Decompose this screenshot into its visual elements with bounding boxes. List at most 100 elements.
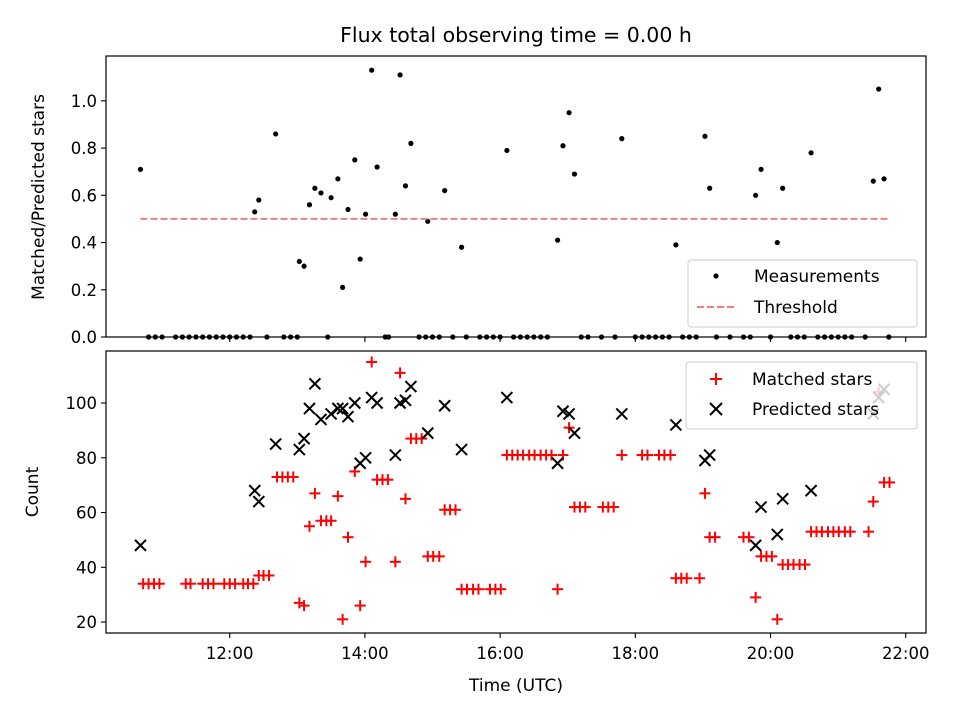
top-panel-ticks: 0.0 0.2 0.4 0.6 0.8 1.0 (71, 92, 907, 347)
matched-stars-point (766, 550, 778, 562)
predicted-stars-point (404, 380, 418, 393)
predicted-stars-point (370, 396, 384, 410)
measurements-point (252, 209, 258, 215)
matched-stars-point (694, 572, 706, 584)
predicted-stars-point (248, 484, 261, 497)
measurements-point (566, 110, 572, 116)
matched-stars-point (552, 583, 564, 595)
measurements-point (554, 237, 561, 243)
measurements-point (753, 192, 759, 198)
legend-matched-marker (710, 373, 722, 385)
measurements-point (504, 147, 510, 154)
measurements-point (273, 131, 279, 137)
predicted-stars-point (669, 418, 683, 432)
x-tick-label: 20:00 (747, 644, 795, 663)
matched-stars-point (709, 531, 721, 543)
predicted-stars-point (776, 492, 789, 506)
matched-stars-point (298, 600, 310, 612)
predicted-stars-point (500, 391, 514, 404)
matched-stars-point (641, 449, 653, 461)
predicted-stars-point (269, 437, 282, 451)
matched-stars-point (449, 504, 461, 516)
predicted-stars-point (134, 539, 147, 552)
matched-stars-point (771, 613, 783, 625)
matched-stars-point (394, 367, 406, 379)
legend-threshold-label: Threshold (753, 298, 838, 318)
measurements-point (774, 239, 780, 246)
predicted-stars-point (341, 410, 355, 423)
bottom-y-tick-label: 40 (76, 558, 97, 577)
top-legend: Measurements Threshold (687, 259, 918, 328)
measurements-point (318, 190, 324, 196)
legend-measurements-marker (713, 273, 719, 279)
top-y-tick-label: 0.0 (71, 328, 97, 347)
matched-stars-point (342, 531, 354, 543)
measurements-point (702, 133, 708, 139)
predicted-stars-point (359, 451, 372, 464)
matched-stars-point (354, 600, 366, 612)
predicted-stars-point (438, 399, 451, 412)
predicted-stars-point (421, 426, 434, 440)
measurements-point (458, 244, 465, 250)
predicted-stars-point (568, 426, 581, 440)
matched-stars-point (664, 449, 676, 461)
measurements-point (402, 183, 409, 189)
measurements-point (352, 157, 358, 163)
matched-stars-point (472, 583, 484, 595)
matched-stars-point (844, 526, 856, 538)
predicted-stars-point (314, 413, 328, 426)
matched-stars-point (399, 493, 411, 505)
bottom-legend: Matched stars Predicted stars (685, 361, 918, 430)
matched-stars-point (883, 476, 895, 488)
x-tick-label: 22:00 (882, 644, 930, 663)
predicted-stars-point (303, 402, 316, 415)
matched-stars-point (366, 356, 378, 368)
matched-stars-point (495, 583, 507, 595)
bottom-y-axis-title: Count (23, 466, 43, 517)
matched-stars-point (207, 578, 219, 590)
matched-stars-point (799, 559, 811, 571)
matched-stars-point (608, 501, 620, 513)
measurements-point (560, 143, 566, 149)
top-y-axis-title: Matched/Predicted stars (29, 94, 49, 300)
measurements-point (758, 166, 764, 172)
matched-stars-point (382, 474, 394, 486)
legend-matched-label: Matched stars (752, 370, 872, 390)
matched-stars-point (416, 433, 428, 445)
bottom-panel-frame (105, 350, 927, 634)
measurements-point (335, 176, 341, 182)
matched-stars-point (303, 520, 315, 532)
predicted-stars-point (562, 407, 576, 421)
legend-measurements-label: Measurements (754, 267, 880, 287)
measurements-point (619, 136, 625, 142)
top-panel-frame (105, 55, 927, 338)
top-y-tick-label: 0.4 (71, 234, 97, 253)
measurements-point (397, 72, 403, 78)
matched-stars-point (750, 591, 762, 603)
measurements-point (425, 218, 431, 224)
measurements-point (881, 176, 887, 182)
top-y-tick-label: 1.0 (71, 92, 97, 111)
measurements-point (808, 150, 814, 156)
matched-stars-point (681, 572, 693, 584)
measurements-point (312, 185, 318, 191)
measurements-point (296, 258, 302, 265)
predicted-stars-point (308, 377, 322, 391)
bottom-y-tick-label: 80 (76, 449, 97, 468)
matched-stars-point (545, 449, 557, 461)
top-y-tick-label: 0.2 (71, 281, 97, 300)
measurements-point (707, 185, 713, 191)
predicted-stars-point (804, 484, 818, 497)
matched-stars-point (153, 578, 165, 590)
matched-stars-point (325, 515, 337, 527)
measurements-point (392, 211, 398, 217)
predicted-stars-point (336, 402, 349, 415)
measurements-point (408, 140, 414, 146)
matched-stars-point (743, 531, 755, 543)
predicted-stars-point (455, 443, 468, 456)
measurements-point (780, 185, 786, 191)
matched-stars-point (867, 496, 879, 508)
matched-stars-point (287, 471, 299, 483)
x-tick-label: 18:00 (612, 644, 660, 663)
matched-stars-point (185, 578, 197, 590)
